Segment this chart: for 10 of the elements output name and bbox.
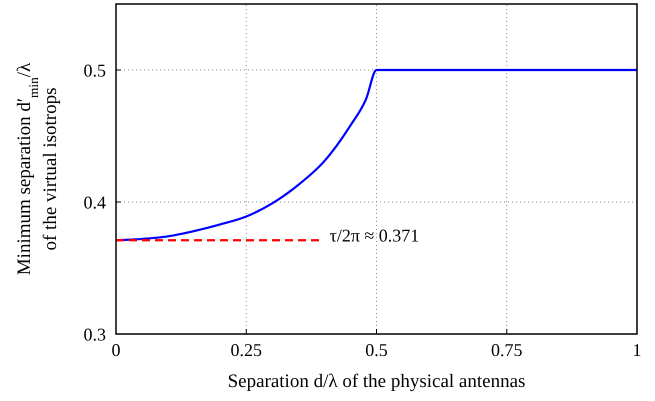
y-tick-label: 0.4 — [84, 192, 106, 212]
x-tick-label: 0.75 — [491, 340, 522, 360]
y-tick-label: 0.5 — [84, 60, 106, 80]
annotation: τ/2π ≈ 0.371 — [330, 225, 420, 246]
x-tick-label: 0.25 — [230, 340, 262, 360]
x-tick-label: 0.5 — [365, 340, 388, 360]
x-axis-title: Separation d/λ of the physical antennas — [228, 371, 526, 392]
x-tick-label: 1 — [632, 340, 642, 360]
x-tick-label: 0 — [112, 340, 120, 360]
y-tick-label: 0.3 — [84, 324, 106, 344]
